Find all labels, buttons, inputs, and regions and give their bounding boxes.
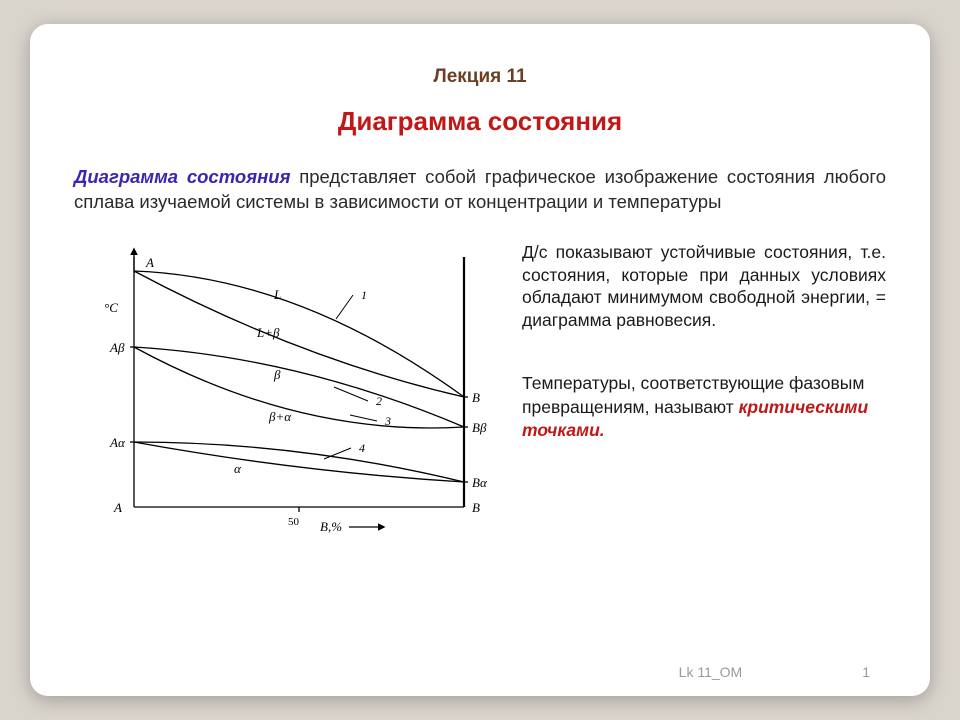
svg-text:Aα: Aα [109, 435, 126, 450]
slide: Лекция 11 Диаграмма состояния Диаграмма … [30, 24, 930, 696]
phase-diagram: °C 50 B,% A Aβ Aα A B Bβ Bα B L L+β β β+α α 1 23 4 [74, 237, 504, 547]
text-column: Д/с показывают устойчивые состояния, т.е… [522, 237, 886, 547]
svg-text:Bα: Bα [472, 475, 488, 490]
svg-text:4: 4 [359, 441, 365, 455]
svg-text:A: A [113, 500, 122, 515]
svg-text:2: 2 [376, 394, 382, 408]
svg-text:°C: °C [104, 300, 118, 315]
svg-text:α: α [234, 461, 242, 476]
footer-page: 1 [862, 664, 870, 680]
footer: Lk 11_OM 1 [679, 664, 870, 680]
intro-paragraph: Диаграмма состояния представляет собой г… [74, 165, 886, 215]
lecture-number: Лекция 11 [74, 66, 886, 88]
svg-text:B: B [472, 500, 480, 515]
paragraph-1: Д/с показывают устойчивые состояния, т.е… [522, 241, 886, 332]
footer-source: Lk 11_OM [679, 664, 743, 680]
svg-text:Aβ: Aβ [109, 340, 125, 355]
svg-text:A: A [145, 255, 154, 270]
svg-text:Bβ: Bβ [472, 420, 487, 435]
svg-text:β: β [273, 367, 281, 382]
svg-text:50: 50 [288, 516, 300, 528]
intro-lead: Диаграмма состояния [74, 166, 290, 187]
svg-text:3: 3 [384, 414, 391, 428]
svg-text:1: 1 [361, 288, 367, 302]
slide-title: Диаграмма состояния [74, 106, 886, 137]
svg-text:L+β: L+β [256, 325, 280, 340]
paragraph-2: Температуры, соответствующие фазовым пре… [522, 372, 886, 443]
svg-text:β+α: β+α [268, 409, 292, 424]
svg-text:B,%: B,% [320, 519, 342, 534]
body-row: °C 50 B,% A Aβ Aα A B Bβ Bα B L L+β β β+α α 1 23 4 Д/с пок… [74, 237, 886, 547]
svg-text:L: L [273, 287, 281, 302]
svg-text:B: B [472, 390, 480, 405]
